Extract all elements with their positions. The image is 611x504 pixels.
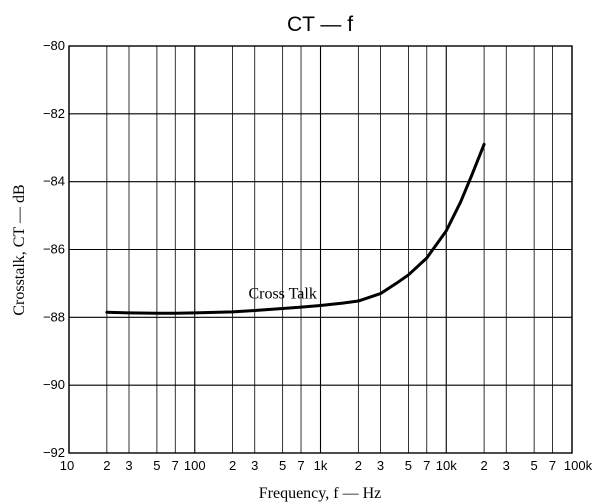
y-tick-label: −90 (43, 377, 65, 392)
x-tick-label: 100k (564, 458, 593, 473)
y-tick-label: −86 (43, 242, 65, 257)
chart-title: CT — f (287, 13, 353, 36)
y-tick-label: −88 (43, 309, 65, 324)
y-tick-label: −82 (43, 106, 65, 121)
x-tick-label: 10 (60, 458, 74, 473)
x-tick-label: 5 (153, 458, 160, 473)
x-tick-label: 2 (229, 458, 236, 473)
x-tick-label: 7 (172, 458, 179, 473)
x-tick-label: 3 (251, 458, 258, 473)
x-tick-label: 2 (355, 458, 362, 473)
x-tick-label: 7 (423, 458, 430, 473)
x-tick-label: 5 (279, 458, 286, 473)
y-tick-label: −84 (43, 174, 65, 189)
series-line-cross-talk (105, 142, 486, 315)
x-tick-label: 5 (531, 458, 538, 473)
x-tick-label: 5 (405, 458, 412, 473)
x-tick-labels: 10 2 3 5 7 100 2 3 5 7 1k 2 3 5 7 10k 2 3 5 7 100k (60, 458, 593, 473)
x-tick-label: 3 (503, 458, 510, 473)
x-tick-label: 2 (480, 458, 487, 473)
x-tick-label: 100 (184, 458, 206, 473)
annotation-cross-talk: Cross Talk (248, 286, 316, 303)
y-tick-label: −92 (43, 445, 65, 460)
x-axis-label: Frequency, f — Hz (259, 485, 381, 502)
x-tick-label: 7 (549, 458, 556, 473)
y-axis-label: Crosstalk, CT — dB (11, 184, 28, 315)
x-tick-label: 1k (314, 458, 328, 473)
x-tick-label: 3 (125, 458, 132, 473)
y-tick-labels: −80 −82 −84 −86 −88 −90 −92 (43, 38, 65, 460)
x-tick-label: 10k (436, 458, 457, 473)
grid (68, 45, 573, 454)
x-tick-label: 2 (103, 458, 110, 473)
x-tick-label: 7 (297, 458, 304, 473)
x-tick-label: 3 (377, 458, 384, 473)
y-tick-label: −80 (43, 38, 65, 53)
plot-frame (68, 45, 573, 454)
